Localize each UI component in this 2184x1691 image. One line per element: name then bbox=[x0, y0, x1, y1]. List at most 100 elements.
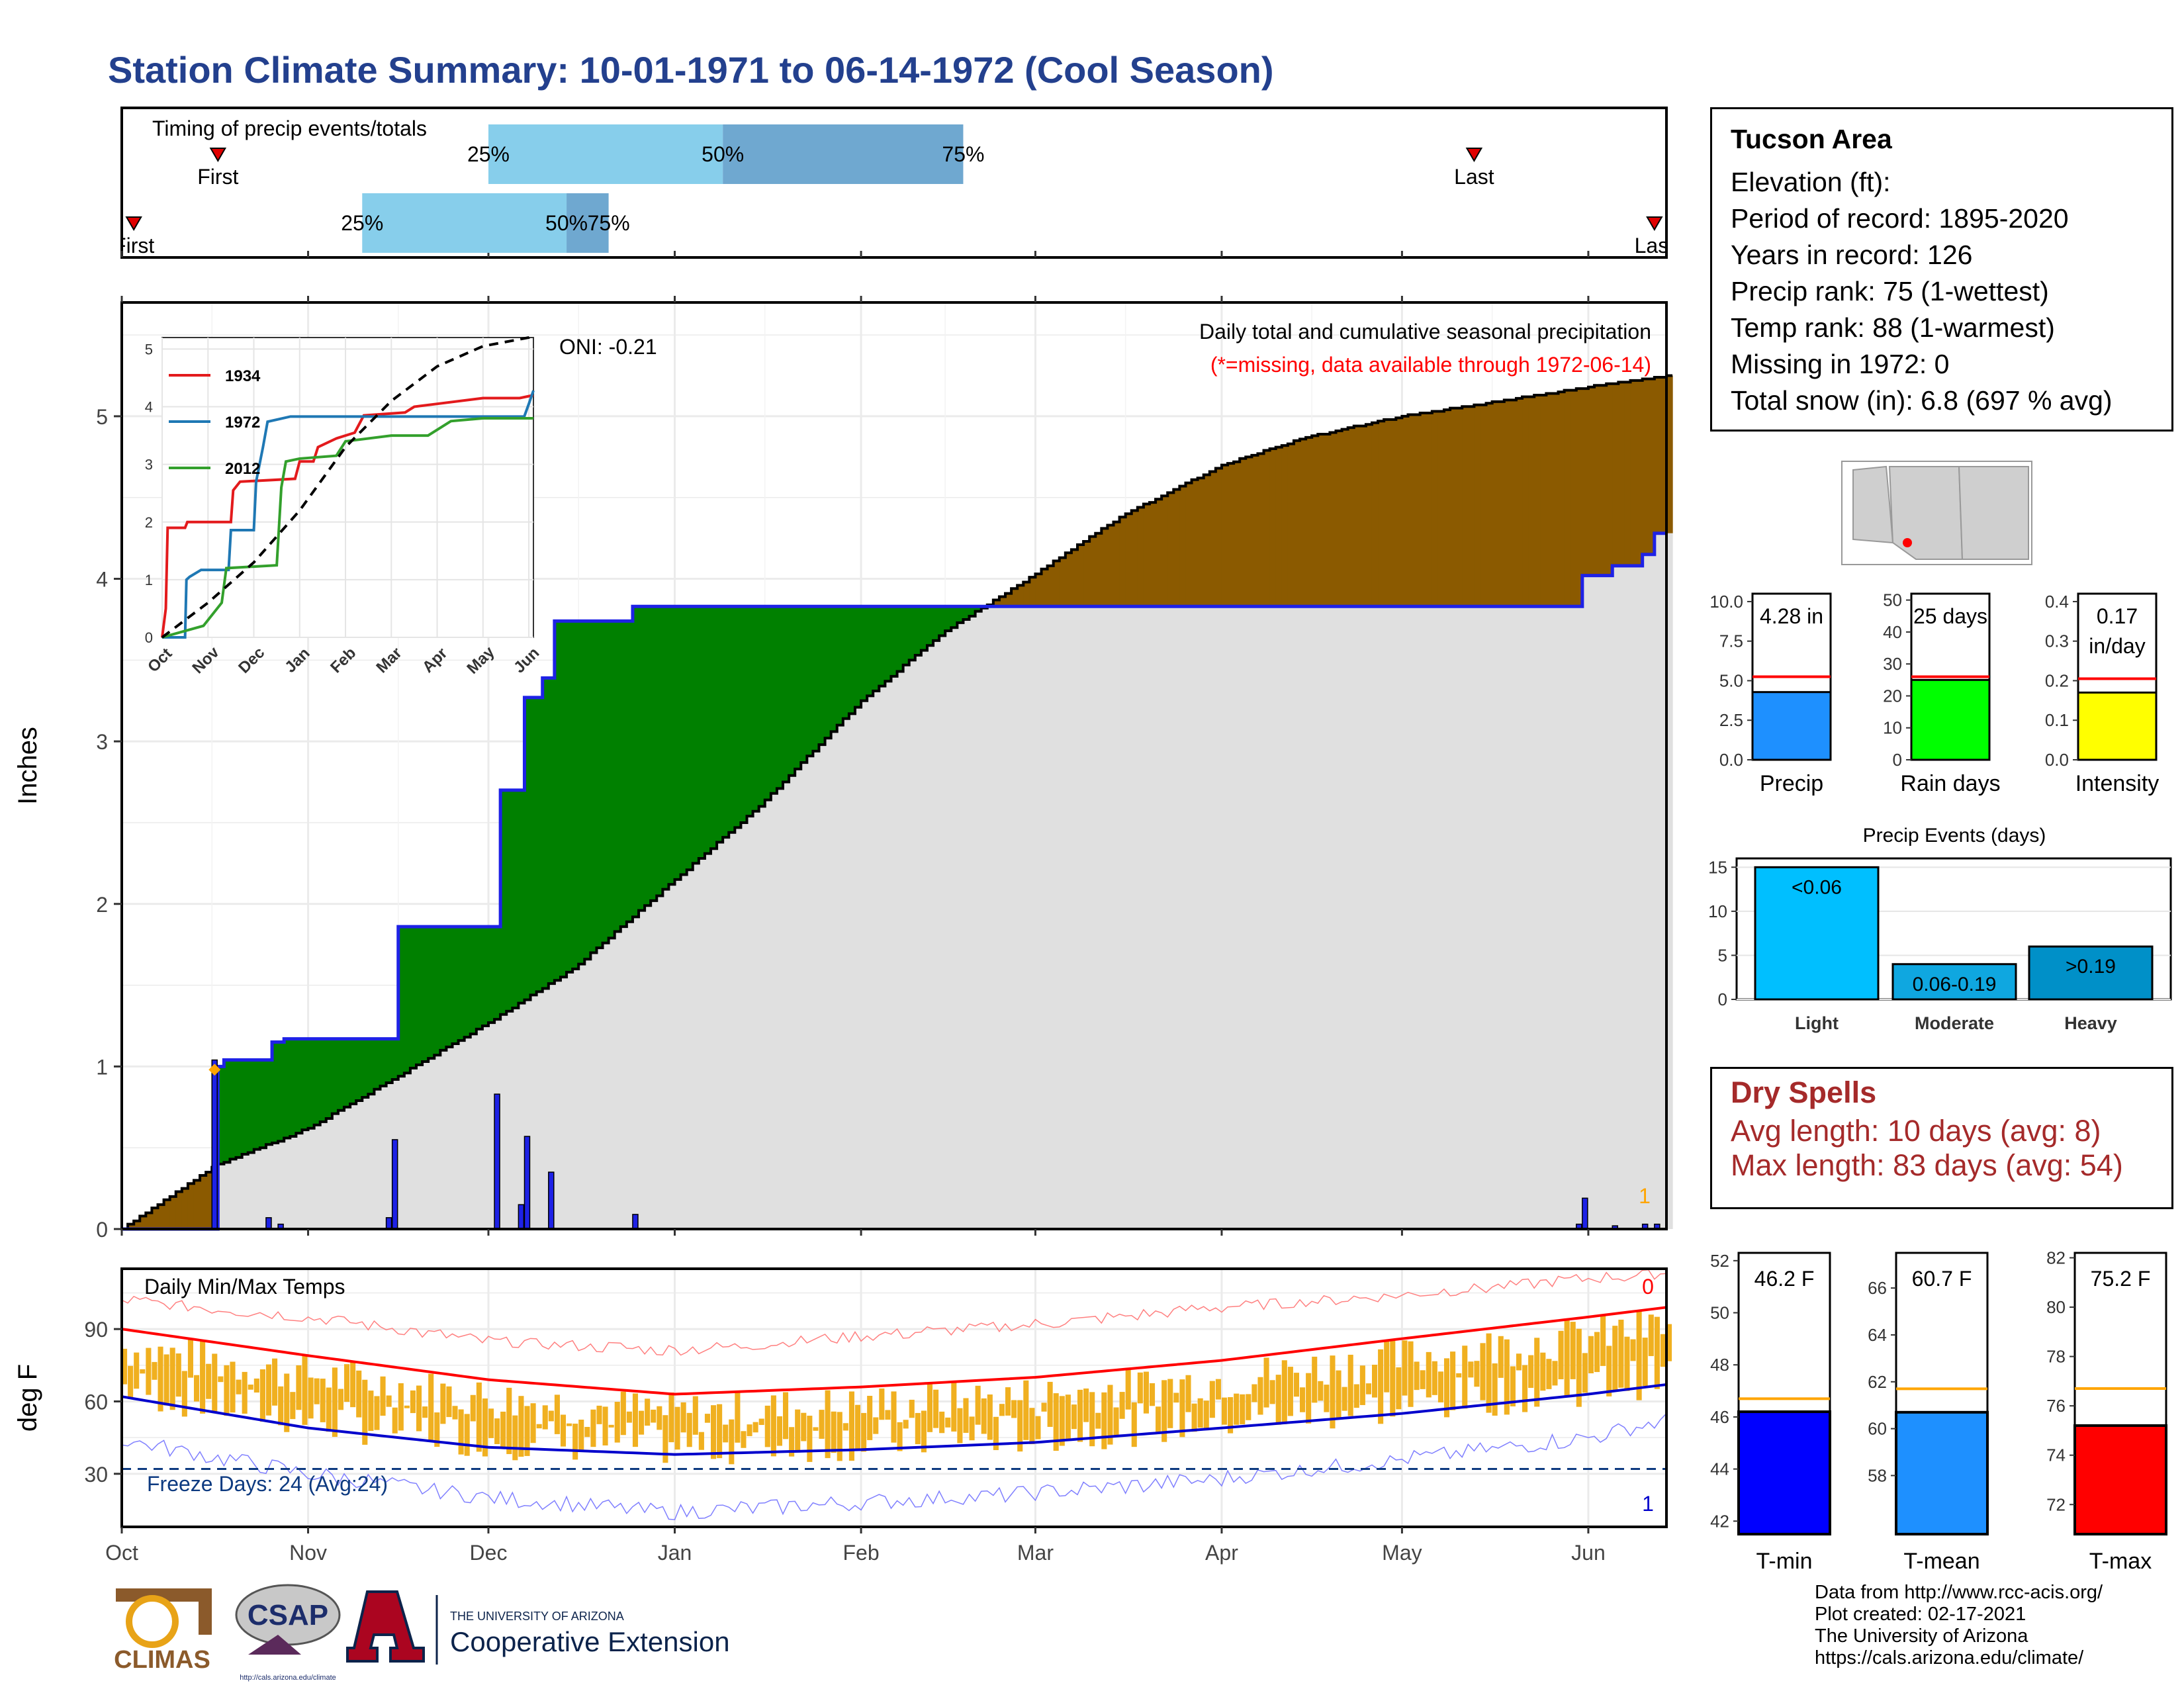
daily-temp-range-bar bbox=[236, 1379, 242, 1394]
daily-temp-range-bar bbox=[1065, 1394, 1071, 1439]
daily-temp-range-bar bbox=[1414, 1361, 1420, 1391]
average-cumulative-fill bbox=[747, 817, 754, 1229]
average-cumulative-fill bbox=[1011, 606, 1018, 1229]
page-title: Station Climate Summary: 10-01-1971 to 0… bbox=[108, 49, 1274, 91]
above-average-fill bbox=[903, 606, 910, 666]
precip-y-axis: 0 1 2 3 4 5 bbox=[96, 296, 1590, 1242]
daily-temp-range-bar bbox=[1071, 1404, 1077, 1430]
events-bar-moderate bbox=[1891, 963, 2017, 1001]
daily-temp-range-bar bbox=[1173, 1393, 1179, 1403]
above-average-fill bbox=[314, 1038, 321, 1125]
daily-temp-range-bar bbox=[1612, 1326, 1618, 1391]
daily-temp-range-bar bbox=[410, 1390, 416, 1414]
daily-precip-bars bbox=[208, 1059, 1661, 1230]
below-average-fill bbox=[1414, 414, 1421, 607]
average-cumulative-fill bbox=[1450, 606, 1457, 1229]
daily-temp-range-bar bbox=[458, 1409, 464, 1455]
average-cumulative-fill bbox=[1131, 606, 1138, 1229]
average-cumulative-fill bbox=[1504, 606, 1511, 1229]
average-cumulative-fill bbox=[1293, 606, 1300, 1229]
average-cumulative-fill bbox=[1047, 606, 1054, 1229]
above-average-fill bbox=[302, 1038, 309, 1131]
events-category-label: Heavy bbox=[2064, 1013, 2117, 1033]
below-average-fill bbox=[1624, 381, 1631, 566]
average-cumulative-fill bbox=[758, 806, 766, 1229]
average-cumulative-fill bbox=[776, 788, 784, 1229]
average-cumulative-fill bbox=[626, 921, 633, 1229]
above-average-fill bbox=[645, 606, 651, 906]
below-average-fill bbox=[1246, 457, 1252, 607]
above-average-fill bbox=[410, 927, 417, 1069]
climas-logo-sun bbox=[126, 1595, 179, 1648]
average-cumulative-fill bbox=[1300, 606, 1306, 1229]
csap-logo-mountain bbox=[248, 1635, 301, 1655]
average-cumulative-fill bbox=[698, 858, 705, 1229]
daily-temp-range-bar bbox=[747, 1424, 752, 1436]
precip-events-chart: Precip Events (days) 0 5 10 15 <0.06 Light 0.0… bbox=[1708, 825, 2172, 1033]
daily-temp-range-bar bbox=[1588, 1336, 1594, 1373]
below-average-fill bbox=[1234, 461, 1240, 607]
first-event-marker bbox=[125, 216, 142, 231]
above-average-fill bbox=[290, 1038, 296, 1136]
average-cumulative-fill bbox=[265, 1145, 273, 1229]
seasonal-summary-bars: 0.0 2.5 5.0 7.5 10.0 4.28 in Precip 0 10 20 30 40 50… bbox=[1709, 590, 2159, 796]
logos: CLIMAS CSAP http://cals.arizona.edu/clim… bbox=[114, 1584, 730, 1682]
above-average-fill bbox=[854, 606, 862, 708]
temp-summary-tick-label: 62 bbox=[1868, 1372, 1887, 1392]
average-cumulative-fill bbox=[1654, 533, 1661, 1229]
below-average-fill bbox=[1077, 545, 1084, 607]
average-cumulative-fill bbox=[668, 884, 676, 1229]
average-cumulative-fill bbox=[1443, 606, 1451, 1229]
above-average-fill bbox=[747, 606, 754, 817]
summary-tick-label: 50 bbox=[1883, 590, 1902, 610]
daily-temp-range-bar bbox=[674, 1406, 680, 1450]
average-cumulative-fill bbox=[1516, 606, 1523, 1229]
below-average-fill bbox=[1588, 387, 1595, 576]
freeze-days-label: Freeze Days: 24 (Avg:24) bbox=[147, 1472, 388, 1496]
below-average-fill bbox=[1630, 381, 1637, 566]
average-cumulative-fill bbox=[963, 619, 970, 1229]
below-average-fill bbox=[134, 1220, 140, 1229]
temp-summary-tick-label: 64 bbox=[1868, 1325, 1887, 1345]
average-cumulative-fill bbox=[410, 1068, 417, 1229]
average-cumulative-fill bbox=[530, 995, 537, 1229]
above-average-fill bbox=[752, 606, 760, 812]
daily-temp-range-bar bbox=[253, 1378, 259, 1393]
temp-summary-tick-label: 48 bbox=[1710, 1355, 1729, 1375]
ua-logo-big-text: Cooperative Extension bbox=[450, 1626, 730, 1657]
average-cumulative-fill bbox=[278, 1140, 285, 1229]
inset-y-tick-label: 4 bbox=[145, 399, 153, 416]
below-average-fill bbox=[1251, 455, 1259, 607]
below-average-fill bbox=[1101, 529, 1109, 607]
daily-temp-range-bar bbox=[1059, 1396, 1065, 1446]
average-cumulative-fill bbox=[500, 1015, 507, 1229]
daily-temp-range-bar bbox=[1257, 1377, 1263, 1415]
timing-pct-25: 25% bbox=[467, 142, 510, 166]
below-average-fill bbox=[1269, 449, 1277, 607]
below-average-fill bbox=[1257, 453, 1265, 607]
below-average-fill bbox=[181, 1187, 189, 1229]
average-cumulative-fill bbox=[879, 686, 886, 1229]
above-average-fill bbox=[518, 790, 525, 1004]
above-average-fill bbox=[837, 606, 844, 726]
average-cumulative-fill bbox=[1089, 606, 1096, 1229]
events-tick-label: 15 bbox=[1708, 857, 1727, 877]
average-cumulative-fill bbox=[662, 890, 670, 1229]
temp-y-axis: 30 60 90 bbox=[84, 1318, 122, 1486]
below-average-fill bbox=[1606, 384, 1613, 576]
daily-temp-range-bar bbox=[1191, 1403, 1197, 1432]
month-axis-label: Jun bbox=[1571, 1541, 1606, 1565]
daily-temp-range-bar bbox=[1221, 1397, 1228, 1425]
below-average-fill bbox=[169, 1196, 177, 1229]
summary-tick-label: 0.0 bbox=[2045, 750, 2069, 770]
below-average-fill bbox=[1450, 408, 1457, 607]
average-cumulative-fill bbox=[1468, 606, 1475, 1229]
temp-summary-tick-label: 50 bbox=[1710, 1303, 1729, 1323]
above-average-fill bbox=[939, 606, 946, 636]
daily-temp-range-bar bbox=[452, 1406, 458, 1420]
daily-temp-range-bar bbox=[626, 1411, 632, 1423]
daily-temp-range-bar bbox=[1648, 1314, 1654, 1356]
above-average-fill bbox=[404, 927, 411, 1073]
precip-y-tick-label: 1 bbox=[96, 1055, 108, 1079]
average-cumulative-fill bbox=[1275, 606, 1283, 1229]
